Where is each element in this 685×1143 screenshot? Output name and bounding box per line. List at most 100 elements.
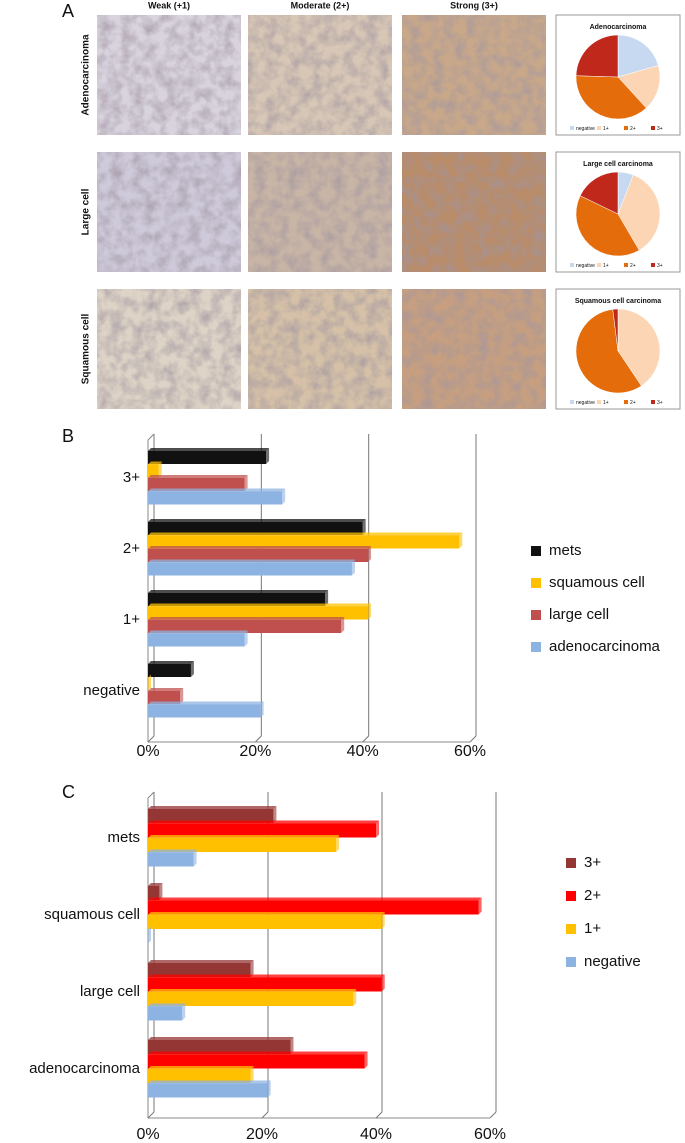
bar-top [148, 546, 372, 549]
legend-label: mets [549, 542, 582, 559]
legend-swatch [624, 126, 628, 130]
legend-label: 1+ [603, 400, 609, 406]
grid-line-floor [362, 735, 370, 743]
bar-side [368, 603, 372, 620]
bar-top [148, 488, 286, 492]
bar-side [341, 617, 345, 633]
panel-label: A [62, 1, 74, 21]
pie-slice [612, 308, 619, 352]
bar-side [244, 475, 248, 491]
bar-side [250, 1066, 254, 1083]
legend-swatch [531, 642, 541, 652]
micrograph-texture [97, 152, 241, 272]
legend-swatch [531, 578, 541, 588]
bar-side [368, 546, 372, 562]
legend-swatch [570, 400, 574, 404]
column-header: Moderate (2+) [291, 0, 350, 10]
panel-label: B [62, 426, 74, 446]
bar-top [148, 835, 340, 838]
bar-top [148, 849, 197, 853]
bar-top [148, 912, 385, 915]
y-tick-label: large cell [80, 983, 140, 1000]
legend-swatch [531, 546, 541, 556]
bar [148, 963, 251, 977]
legend-label: negative [576, 400, 595, 406]
bar [148, 691, 181, 704]
pie-slice [617, 174, 661, 251]
bar-top [148, 960, 254, 963]
bar [148, 915, 382, 929]
bar [148, 992, 354, 1006]
pie-slice [617, 65, 661, 109]
x-tick-label: 60% [474, 1126, 506, 1143]
micrograph-texture [248, 152, 392, 272]
bar-side [260, 701, 264, 718]
legend-swatch [597, 263, 601, 267]
bar-side [351, 559, 355, 576]
bar [148, 593, 326, 606]
bar-top [148, 974, 385, 978]
panel-label: C [62, 782, 75, 802]
bar-side [244, 630, 248, 647]
pie-slice [617, 308, 661, 387]
bar [148, 491, 283, 505]
axis-wall [147, 791, 155, 799]
legend-label: 2+ [630, 400, 636, 406]
x-tick-label: 40% [347, 743, 379, 760]
micrograph-texture [402, 15, 546, 135]
bar [148, 535, 460, 549]
grid-line-floor [261, 1111, 269, 1119]
x-tick-label: 20% [246, 1126, 278, 1143]
legend-label: negative [584, 953, 641, 970]
bar-top [148, 1080, 271, 1084]
bar-top [148, 559, 355, 563]
bar-top [148, 590, 329, 593]
micrograph-texture [97, 289, 241, 409]
bar-top [148, 897, 482, 901]
legend-label: 1+ [584, 920, 601, 937]
bar-top [148, 820, 379, 824]
pie-slice [575, 195, 640, 257]
legend-label: 1+ [603, 126, 609, 132]
pie-title: Large cell carcinoma [583, 161, 653, 168]
bar-top [148, 1037, 294, 1040]
bar-top [148, 1066, 254, 1069]
bar [148, 664, 191, 677]
bar-side [362, 519, 366, 535]
grid-line-floor [254, 735, 262, 743]
bar [148, 809, 274, 823]
bar-side [267, 1080, 271, 1098]
bar [148, 886, 160, 900]
bar-top [148, 519, 366, 522]
legend-label: 3+ [657, 126, 663, 132]
bar [148, 606, 369, 620]
legend-label: 2+ [584, 887, 601, 904]
legend-swatch [566, 924, 576, 934]
bar [148, 1069, 251, 1083]
bar-top [148, 603, 372, 607]
column-header: Weak (+1) [148, 0, 190, 10]
grid-line-floor [489, 1111, 497, 1119]
grid-line-floor [375, 1111, 383, 1119]
y-tick-label: mets [107, 829, 140, 846]
micrograph-texture [248, 15, 392, 135]
bar [148, 704, 261, 718]
legend-label: 2+ [630, 263, 636, 269]
row-header: Squamous cell [81, 313, 92, 384]
bar [148, 852, 194, 867]
pie-slice [579, 171, 619, 215]
bar-side [180, 688, 184, 704]
legend-label: negative [576, 263, 595, 269]
bar-side [158, 461, 162, 478]
bar-side [325, 590, 329, 606]
bar-side [266, 448, 270, 464]
legend-label: 1+ [603, 263, 609, 269]
pie-slice [617, 34, 659, 78]
y-tick-label: negative [83, 682, 140, 699]
legend-label: 3+ [584, 854, 601, 871]
bar-top [148, 806, 277, 809]
bar [148, 633, 245, 647]
column-header: Strong (3+) [450, 0, 498, 10]
legend-label: adenocarcinoma [549, 638, 661, 655]
bar [148, 1006, 183, 1021]
